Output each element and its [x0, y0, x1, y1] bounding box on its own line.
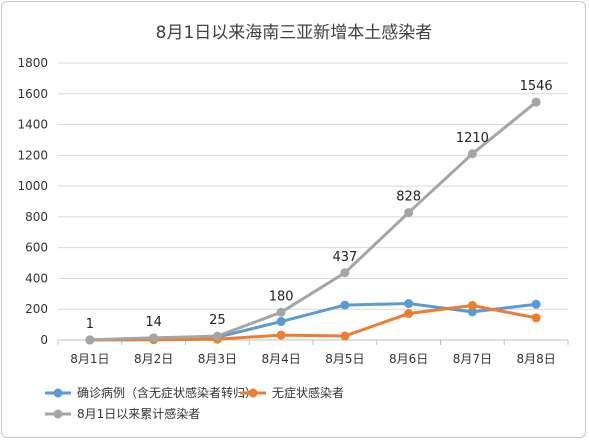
y-tick-label: 1800: [17, 56, 48, 70]
data-point: [212, 331, 222, 341]
y-tick-label: 0: [40, 333, 48, 347]
legend-swatch-marker: [53, 409, 63, 419]
data-point: [467, 307, 477, 317]
gridlines: [58, 62, 568, 341]
x-tick-label: 8月3日: [198, 352, 237, 366]
data-point: [276, 307, 286, 317]
series-lines: [85, 97, 541, 345]
data-point: [340, 331, 350, 341]
data-point: [404, 309, 414, 319]
data-label: 14: [145, 315, 162, 330]
data-point: [531, 97, 541, 107]
data-label: 1546: [520, 79, 553, 94]
y-tick-label: 1200: [17, 148, 48, 162]
chart-title: 8月1日以来海南三亚新增本土感染者: [156, 23, 433, 43]
data-label: 828: [396, 190, 421, 205]
y-axis: 0 200 400 600 800 1000 1200 1400 1600 1800: [17, 56, 48, 347]
data-label: 1210: [456, 131, 489, 146]
x-tick-label: 8月6日: [389, 352, 428, 366]
data-point: [276, 330, 286, 340]
y-tick-label: 1000: [17, 179, 48, 193]
x-axis: 8月1日 8月2日 8月3日 8月4日 8月5日 8月6日 8月7日 8月8日: [57, 340, 569, 366]
y-tick-label: 200: [25, 302, 48, 316]
x-tick-label: 8月2日: [134, 352, 173, 366]
series-line-1: [89, 304, 537, 342]
legend: 确诊病例（含无症状感染者转归） 无症状感染者 8月1日以来累计感染者: [45, 385, 344, 421]
x-tick-label: 8月1日: [70, 352, 109, 366]
data-point: [404, 299, 414, 309]
data-label: 180: [269, 289, 294, 304]
y-tick-label: 1400: [17, 118, 48, 132]
legend-label: 8月1日以来累计感染者: [77, 406, 200, 421]
legend-label: 无症状感染者: [272, 385, 344, 400]
data-labels: 1 14 25 180 437 828 1210 1546: [86, 79, 553, 332]
legend-swatch-marker: [248, 388, 258, 398]
x-tick-label: 8月7日: [453, 352, 492, 366]
y-tick-label: 400: [25, 271, 48, 285]
series-line-2: [89, 100, 538, 342]
data-label: 1: [86, 317, 94, 332]
legend-swatch-marker: [53, 388, 63, 398]
data-point: [404, 208, 414, 218]
data-point: [467, 301, 477, 311]
y-tick-label: 800: [25, 210, 48, 224]
data-point: [531, 299, 541, 309]
y-tick-label: 1600: [17, 87, 48, 101]
data-point: [85, 335, 95, 345]
data-point: [149, 333, 159, 343]
data-point: [531, 313, 541, 323]
data-point: [340, 300, 350, 310]
data-label: 25: [209, 313, 226, 328]
data-label: 437: [332, 250, 357, 265]
x-tick-label: 8月4日: [261, 352, 300, 366]
data-point: [467, 149, 477, 159]
data-point: [276, 317, 286, 327]
data-point: [340, 268, 350, 278]
y-tick-label: 600: [25, 241, 48, 255]
x-tick-label: 8月8日: [516, 352, 555, 366]
legend-label: 确诊病例（含无症状感染者转归）: [77, 385, 257, 400]
x-tick-label: 8月5日: [325, 352, 364, 366]
